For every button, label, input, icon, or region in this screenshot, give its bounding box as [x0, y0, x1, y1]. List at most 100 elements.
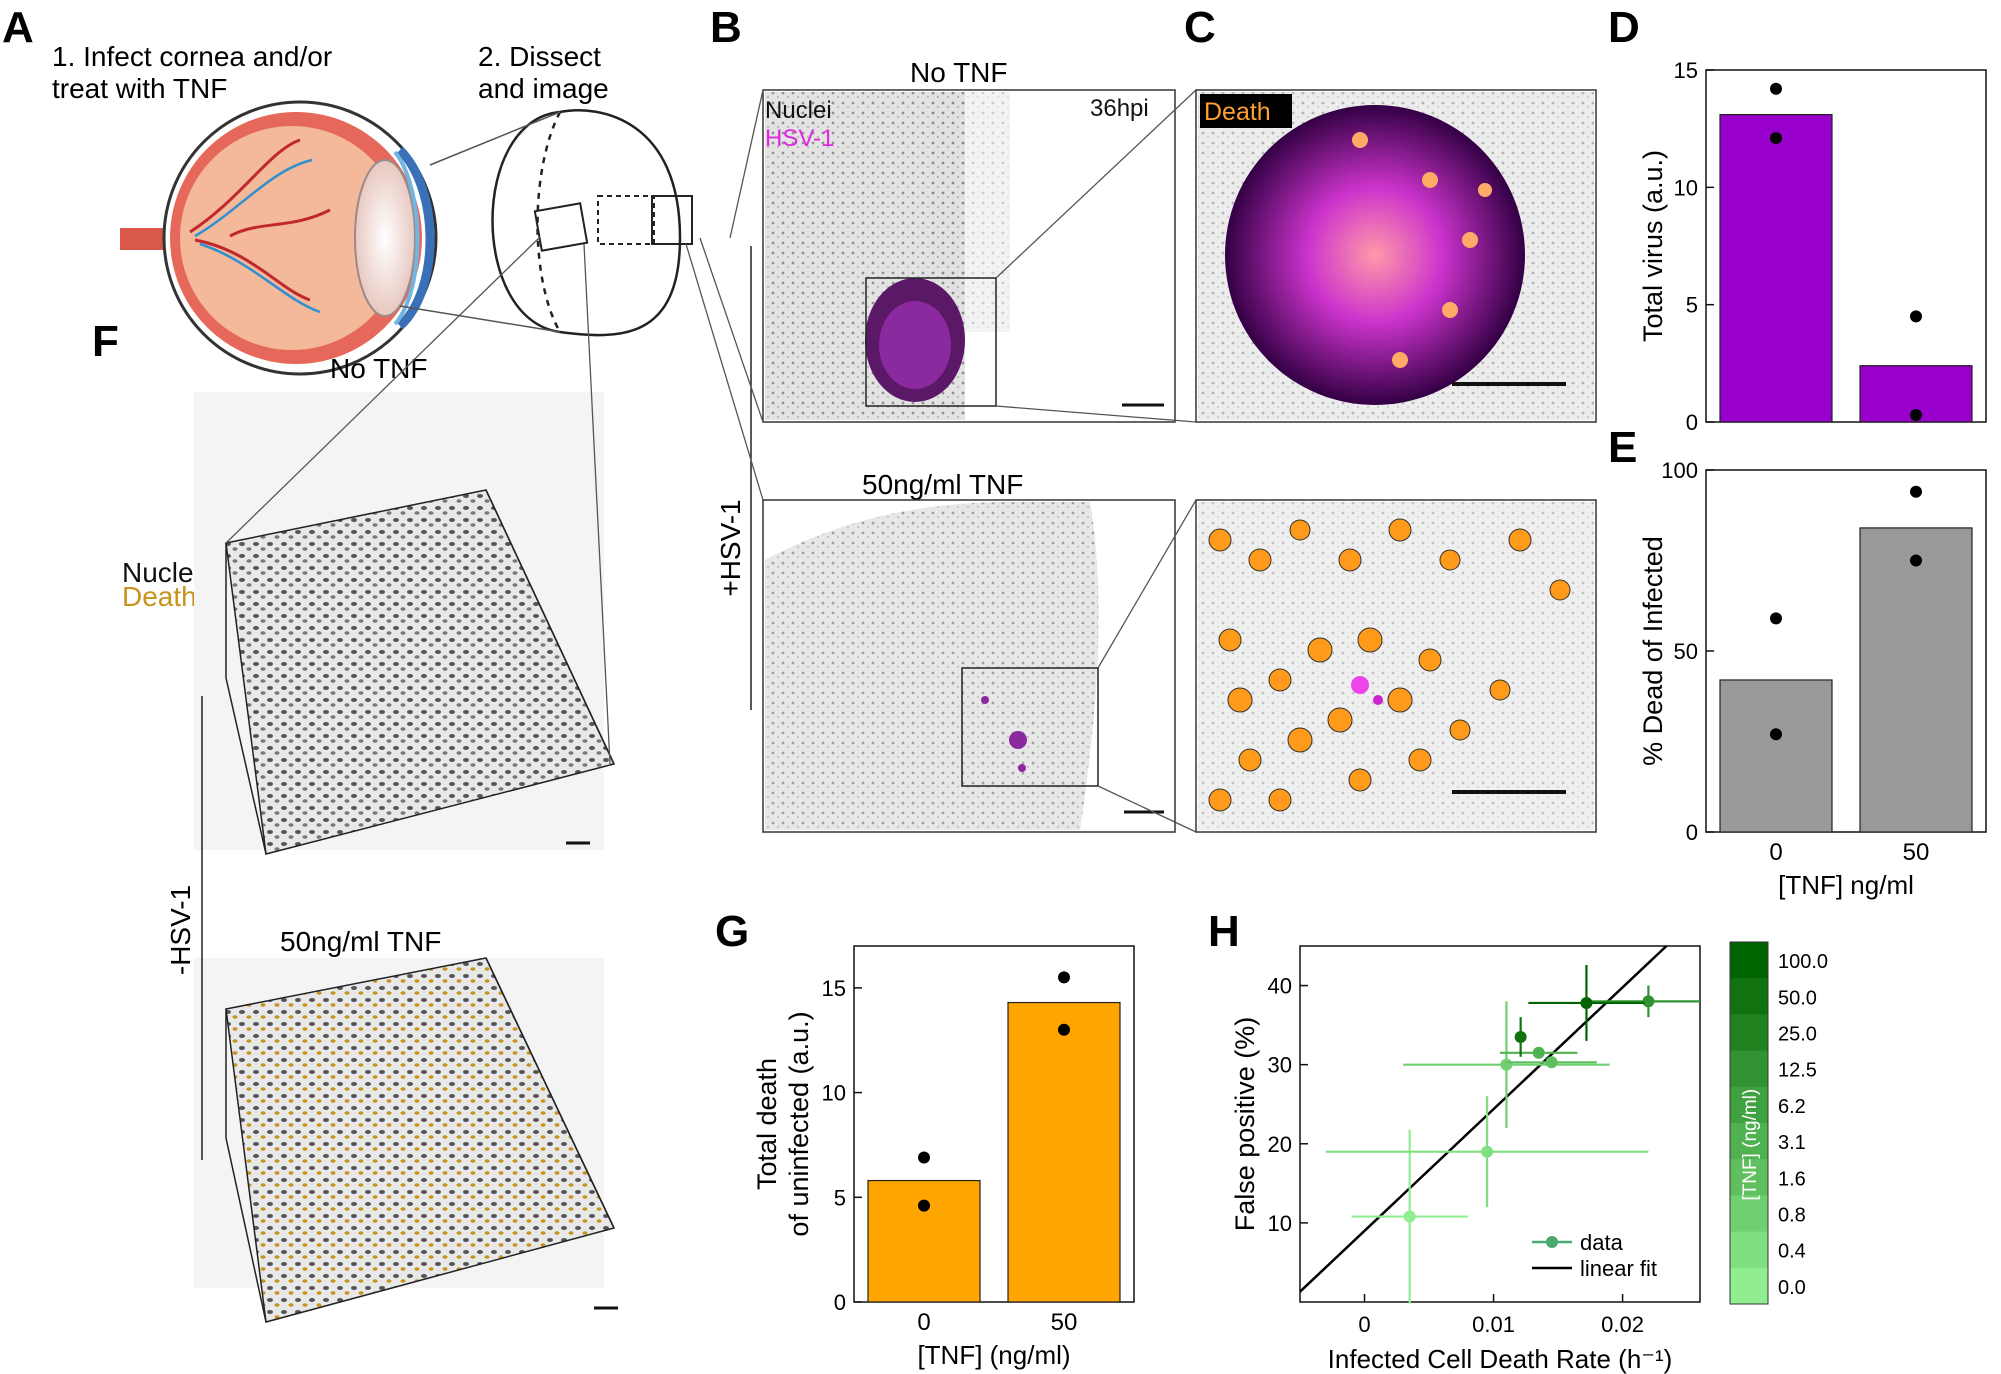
replicate-point [918, 1199, 930, 1212]
data-point [1545, 1056, 1558, 1069]
data-point [1514, 1030, 1527, 1043]
y-axis-label: % Dead of Infected [1638, 536, 1668, 766]
step2-line1: 2. Dissect [478, 41, 601, 72]
colorbar-label: 0.8 [1778, 1205, 1806, 1227]
panel-letter-c: C [1184, 3, 1216, 52]
y-axis-label: False positive (%) [1230, 1017, 1260, 1232]
chart-d: 0 5 10 15 Total virus (a.u.) [1638, 58, 1987, 435]
c-bottom-image [1195, 499, 1597, 833]
colorbar-title: [TNF] (ng/ml) [1740, 1089, 1761, 1201]
plot-frame [1705, 69, 1987, 423]
y-tick-label: 10 [822, 1081, 846, 1106]
colorbar-label: 100.0 [1778, 951, 1828, 973]
bar-0 [1719, 113, 1833, 423]
replicate-point [1770, 132, 1782, 145]
y-axis-label-line2: of uninfected (a.u.) [784, 1011, 814, 1236]
panel-letter-f: F [92, 317, 119, 366]
colorbar-segment [1730, 1014, 1768, 1052]
colorbar-label: 1.6 [1778, 1168, 1806, 1190]
panel-letter-a: A [2, 3, 34, 52]
colorbar-label: 12.5 [1778, 1060, 1817, 1082]
replicate-point [1910, 485, 1922, 498]
f-label-nuclei: Nuclei [122, 557, 200, 588]
y-axis-label-line1: Total death [752, 1058, 782, 1190]
b-label-nuclei: Nuclei [765, 97, 832, 124]
c-top-image [1195, 89, 1597, 423]
colorbar-label: 3.1 [1778, 1132, 1806, 1154]
step1-line2: treat with TNF [52, 73, 227, 104]
x-tick-label: 0 [1358, 1312, 1370, 1337]
y-tick-label: 10 [1674, 175, 1698, 200]
bar-50 [1007, 1001, 1121, 1303]
chart-h: 10 20 30 40 0 0.01 0.02 Infected Cell Death Rat… [1230, 941, 1828, 1374]
y-tick-label: 30 [1268, 1053, 1292, 1078]
b-time-label: 36hpi [1090, 95, 1149, 122]
replicate-point [1058, 971, 1070, 984]
replicate-point [1770, 612, 1782, 625]
data-point [1403, 1210, 1416, 1223]
x-axis-label: [TNF] ng/ml [1778, 870, 1914, 900]
y-tick-label: 40 [1268, 974, 1292, 999]
y-tick-label: 0 [1686, 410, 1698, 435]
replicate-point [1770, 82, 1782, 95]
b-top-image [762, 89, 1176, 423]
y-tick-label: 0 [834, 1290, 846, 1315]
panel-a: A 1. Infect cornea and/or treat with TNF… [2, 3, 693, 376]
legend-fit-label: linear fit [1580, 1256, 1657, 1281]
y-tick-label: 15 [1674, 58, 1698, 83]
colorbar-segment [1730, 1267, 1768, 1305]
y-tick-label: 20 [1268, 1132, 1292, 1157]
replicate-point [918, 1151, 930, 1164]
legend-data-marker [1546, 1236, 1558, 1248]
panel-c: C Death [995, 3, 1597, 833]
y-tick-label: 5 [834, 1185, 846, 1210]
colorbar-segment [1730, 1159, 1768, 1196]
step2-line2: and image [478, 73, 609, 104]
data-point [1580, 996, 1593, 1009]
colorbar-segment [1730, 1231, 1768, 1269]
y-axis-label: Total virus (a.u.) [1638, 150, 1668, 342]
replicate-point [1058, 1023, 1070, 1036]
chart-g: 0 5 10 15 0 50 [TNF] (ng/ml) Total death of unin… [752, 945, 1135, 1370]
f-top-volume [194, 392, 616, 855]
legend-data-label: data [1580, 1230, 1624, 1255]
colorbar-segment [1730, 1123, 1768, 1160]
panel-letter-d: D [1608, 3, 1640, 52]
panel-letter-b: B [710, 3, 742, 52]
y-tick-label: 10 [1268, 1211, 1292, 1236]
data-point [1481, 1145, 1494, 1158]
b-top-title: No TNF [910, 57, 1008, 88]
x-tick-label: 50 [1051, 1309, 1078, 1336]
chart-e: 0 50 100 0 50 [TNF] ng/ml % Dead of Infected [1638, 458, 1987, 900]
f-bottom-title: 50ng/ml TNF [280, 926, 441, 957]
panel-f: F No TNF Nuclei Death 50ng/ml TNF -HSV-1 [92, 236, 618, 1323]
b-label-hsv: HSV-1 [765, 125, 834, 152]
y-tick-label: 0 [1686, 820, 1698, 845]
c-death-label-bg [1200, 94, 1292, 128]
colorbar-label: 6.2 [1778, 1096, 1806, 1118]
replicate-point [1910, 310, 1922, 323]
replicate-point [1910, 408, 1922, 421]
y-tick-label: 50 [1674, 639, 1698, 664]
panel-b: B No TNF Nuclei HSV-1 36hpi 50ng/ml TNF … [685, 3, 1176, 833]
data-point [1642, 995, 1655, 1008]
x-tick-label: 0 [1769, 839, 1782, 866]
colorbar-label: 0.4 [1778, 1241, 1806, 1263]
x-tick-label: 50 [1903, 839, 1930, 866]
x-tick-label: 0.01 [1472, 1312, 1515, 1337]
plot-frame [853, 945, 1135, 1303]
y-tick-label: 100 [1661, 458, 1698, 483]
eye-illustration [120, 100, 438, 376]
y-tick-label: 5 [1686, 293, 1698, 318]
x-tick-label: 0.02 [1601, 1312, 1644, 1337]
panel-letter-h: H [1208, 907, 1240, 956]
replicate-point [1910, 554, 1922, 567]
bar-0 [1719, 679, 1833, 833]
f-label-death: Death [122, 581, 197, 612]
colorbar-label: 0.0 [1778, 1277, 1806, 1299]
replicate-point [1770, 728, 1782, 741]
f-top-title: No TNF [330, 353, 428, 384]
plot-frame [1299, 945, 1701, 1303]
data-point [1500, 1058, 1513, 1071]
